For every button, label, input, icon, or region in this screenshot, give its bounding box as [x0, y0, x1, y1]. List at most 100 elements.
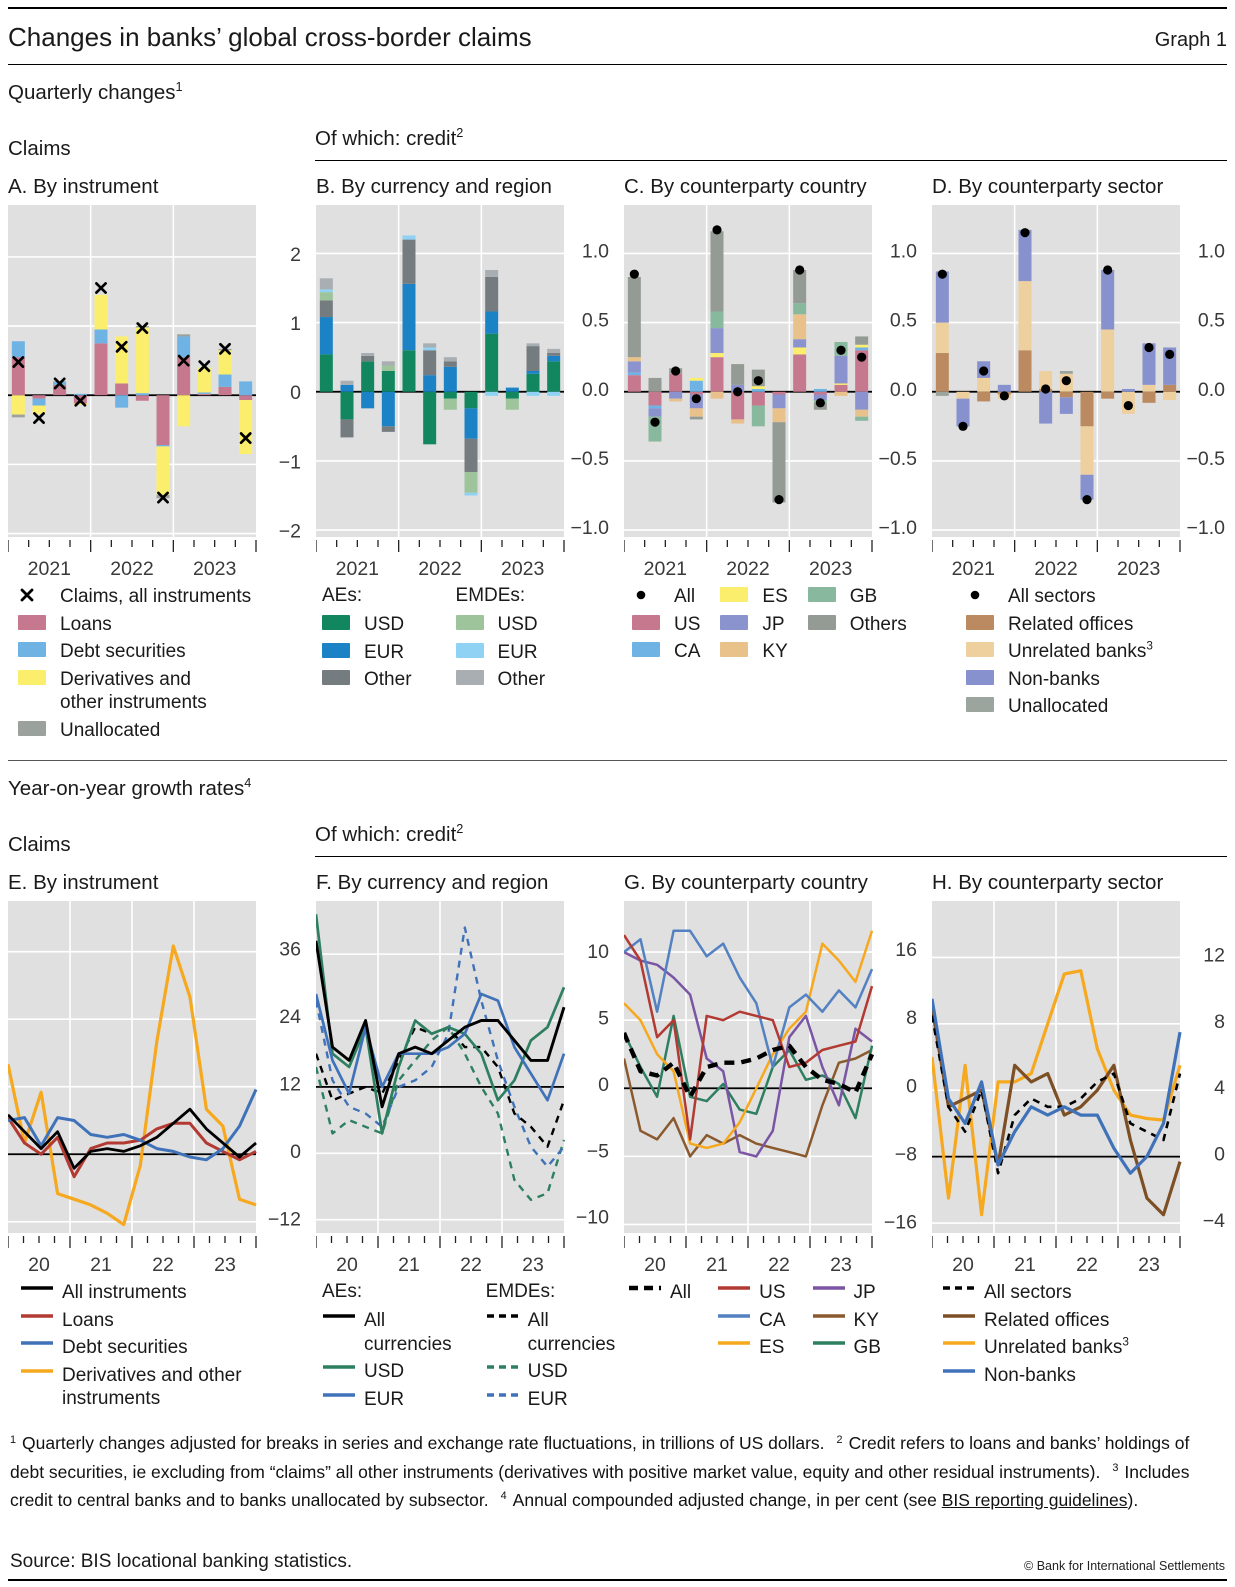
legend-item: JP: [812, 1281, 881, 1305]
svg-text:24: 24: [279, 1006, 301, 1028]
header: Changes in banks’ global cross-border cl…: [8, 9, 1227, 64]
panels-row-quarterly: A. By instrument 2021 2022 2023 2 1 0 −1 −2 Claim…: [8, 171, 1227, 746]
svg-text:2023: 2023: [501, 558, 544, 579]
svg-text:8: 8: [1214, 1011, 1225, 1033]
legend-group-header: EMDEs:: [485, 1281, 556, 1303]
line-swatch: [942, 1338, 976, 1348]
line-swatch: [322, 1362, 356, 1372]
chart-G: 20 21 22 23 16 8 0 −8 −16: [624, 901, 917, 1275]
svg-text:22: 22: [768, 1254, 790, 1275]
credit-label-2: Of which: credit2: [315, 823, 1227, 858]
legend-item-label: USD: [364, 614, 405, 635]
legend-item: Other: [455, 668, 545, 692]
svg-text:12: 12: [1203, 945, 1225, 967]
panel-title-H: H. By counterparty sector: [932, 871, 1164, 895]
panels-row-growth: E. By instrument 20 21 22 23 36 24 12 0 −12 All in…: [8, 867, 1227, 1415]
legend-item-label: All sectors: [1008, 586, 1096, 607]
line-swatch: [717, 1283, 751, 1293]
svg-text:22: 22: [460, 1254, 482, 1275]
dashed-line-swatch: [486, 1362, 520, 1372]
legend-item-label: All: [674, 586, 696, 607]
legend-item: All: [632, 585, 700, 609]
svg-text:−8: −8: [895, 1144, 917, 1166]
legend-group-header: AEs:: [322, 1281, 363, 1303]
legend-item-label: CA: [674, 641, 701, 663]
panel-title-F: F. By currency and region: [316, 871, 549, 895]
legend-item-label: Unallocated: [60, 719, 161, 741]
legend-item-label: EUR: [527, 1388, 568, 1410]
svg-text:−1: −1: [279, 451, 301, 473]
swatch-rect: [322, 642, 356, 658]
svg-text:2023: 2023: [1117, 558, 1160, 579]
dashed-line-swatch: [628, 1283, 662, 1293]
chart-F: 20 21 22 23 10 5 0 −5 −10: [316, 901, 609, 1275]
swatch-rect: [18, 614, 52, 630]
line-swatch: [942, 1366, 976, 1376]
svg-text:−0.5: −0.5: [1187, 448, 1226, 470]
legend-item-label: All: [670, 1282, 692, 1304]
svg-text:2023: 2023: [193, 558, 236, 579]
swatch-rect: [18, 642, 52, 658]
svg-text:0: 0: [1214, 1144, 1225, 1166]
swatch-rect: [966, 614, 1000, 630]
line-swatch: [20, 1311, 54, 1321]
legend-E: All instruments Loans Debt securities Deriv…: [8, 1281, 303, 1415]
legend-item: ES: [717, 1336, 785, 1360]
legend-item: All currencies: [322, 1309, 452, 1356]
svg-text:16: 16: [895, 939, 917, 961]
panel-C: C. By counterparty country 2021 2022 2023 1.…: [624, 171, 919, 746]
legend-item: EUR: [322, 641, 412, 665]
footnotes: 1 Quarterly changes adjusted for breaks i…: [10, 1433, 1190, 1511]
legend-item-label: All currencies: [527, 1310, 616, 1355]
svg-text:0.5: 0.5: [582, 310, 609, 332]
x-marker-icon: [18, 587, 52, 603]
legend-item-label: Related offices: [984, 1309, 1110, 1331]
svg-text:21: 21: [398, 1254, 420, 1275]
legend-D: All sectors Related offices Unrelated bank…: [932, 585, 1227, 723]
page-title: Changes in banks’ global cross-border cl…: [8, 22, 532, 52]
panel-title-A: A. By instrument: [8, 175, 159, 198]
legend-item: USD: [322, 613, 412, 637]
legend-item: EUR: [455, 641, 546, 665]
svg-text:−0.5: −0.5: [879, 448, 918, 470]
panel-B: B. By currency and region 2021 2022 2023 1.0…: [316, 171, 611, 746]
line-swatch: [322, 1311, 356, 1321]
legend-item-label: All sectors: [984, 1282, 1072, 1304]
header-rule: [8, 64, 1227, 65]
chart-B: 2021 2022 2023 1.0 0.5 0.0 −0.5 −1.0: [316, 205, 609, 579]
svg-text:−1.0: −1.0: [879, 517, 918, 539]
svg-text:2021: 2021: [336, 558, 379, 579]
legend-item-label: Non-banks: [1008, 668, 1100, 690]
svg-text:0.0: 0.0: [1198, 379, 1225, 401]
legend-item-label: All instruments: [62, 1282, 187, 1304]
legend-item: Derivatives and other instruments: [20, 1364, 242, 1411]
legend-item-label: USD: [527, 1361, 568, 1383]
legend-item: EUR: [486, 1388, 616, 1412]
swatch-rect: [720, 614, 754, 630]
legend-item: Unrelated banks3: [966, 640, 1153, 664]
section-heading-quarterly: Quarterly changes1: [8, 79, 183, 104]
legend-item-label: EUR: [497, 641, 538, 663]
legend-item-label: KY: [762, 641, 788, 663]
swatch-rect: [322, 615, 356, 630]
svg-text:23: 23: [1138, 1254, 1160, 1275]
swatch-rect: [720, 587, 754, 602]
svg-text:12: 12: [279, 1074, 301, 1096]
bottom-rule: [8, 1579, 1227, 1581]
legend-item-label: Others: [849, 613, 907, 635]
legend-F: AEs: All currencies USD EUR EMDEs: All currenci…: [316, 1281, 615, 1415]
line-swatch: [20, 1366, 54, 1376]
svg-text:2022: 2022: [110, 558, 153, 579]
swatch-rect: [455, 670, 490, 686]
svg-text:36: 36: [279, 939, 301, 961]
svg-text:2023: 2023: [809, 558, 852, 579]
bis-reporting-guidelines-link[interactable]: BIS reporting guidelines: [941, 1490, 1128, 1511]
swatch-rect: [966, 697, 1000, 713]
svg-text:1.0: 1.0: [1198, 240, 1225, 262]
legend-H: All sectors Related offices Unrelated bank…: [932, 1281, 1227, 1391]
legend-item: JP: [720, 613, 787, 637]
legend-item-label: Unrelated banks3: [1008, 639, 1153, 663]
svg-text:4: 4: [1214, 1078, 1225, 1100]
swatch-rect: [18, 720, 52, 736]
panel-F: F. By currency and region 20 21 22 23 10 5 0 −5 −…: [316, 867, 615, 1415]
